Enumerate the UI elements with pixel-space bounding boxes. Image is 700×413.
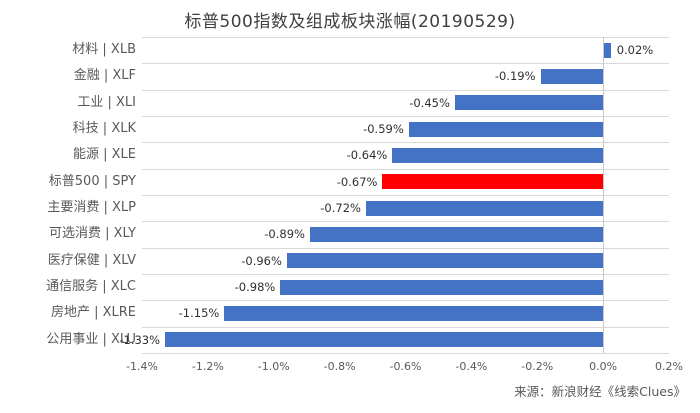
value-label: -0.59%	[363, 122, 404, 136]
x-tick-label: -0.4%	[455, 360, 488, 373]
value-label: -1.33%	[119, 332, 161, 347]
row-gridline	[142, 63, 669, 65]
row-gridline	[142, 247, 669, 249]
x-axis-line	[142, 353, 669, 354]
row-gridline	[142, 221, 669, 223]
bar	[165, 332, 604, 348]
source-credit: 来源：新浪财经《线索Clues》	[514, 384, 686, 399]
row-gridline	[142, 168, 669, 170]
row-gridline	[142, 89, 669, 91]
category-label: 金融 | XLF	[73, 68, 136, 84]
category-label: 材料 | XLB	[72, 42, 136, 57]
value-label: -0.19%	[494, 69, 536, 84]
value-label: -0.64%	[346, 148, 388, 163]
category-label: 公用事业 | XLU	[46, 331, 136, 347]
row-gridline	[142, 195, 669, 196]
row-gridline	[142, 116, 669, 117]
value-label: 0.02%	[616, 43, 654, 57]
bar	[454, 95, 604, 111]
value-label: -0.72%	[320, 201, 361, 215]
row-gridline	[142, 37, 669, 38]
row-gridline	[142, 326, 669, 328]
chart-title: 标普500指数及组成板块涨幅(20190529)	[184, 12, 516, 32]
x-tick-label: 0.0%	[589, 360, 618, 373]
value-label: -1.15%	[178, 306, 220, 321]
row-gridline	[142, 300, 669, 302]
value-label: -0.89%	[264, 227, 305, 242]
category-label: 主要消费 | XLP	[47, 200, 136, 215]
bar	[604, 42, 611, 58]
bar	[365, 200, 604, 216]
category-label: 工业 | XLI	[77, 94, 136, 110]
x-tick-label: -0.6%	[389, 360, 422, 373]
value-label: -0.67%	[336, 174, 378, 189]
category-label: 科技 | XLK	[72, 121, 136, 136]
x-tick-label: -0.8%	[323, 360, 356, 373]
value-label: -0.98%	[234, 280, 276, 294]
bar	[286, 253, 604, 269]
zero-axis-line	[603, 37, 605, 353]
bar	[540, 69, 604, 84]
bar	[392, 148, 604, 163]
x-tick-label: -1.0%	[257, 360, 290, 373]
bar	[224, 306, 604, 321]
bar-highlight	[382, 174, 604, 190]
row-gridline	[142, 274, 669, 275]
x-tick-label: 0.2%	[655, 360, 683, 373]
category-label: 标普500 | SPY	[48, 173, 136, 189]
category-label: 能源 | XLE	[72, 147, 136, 163]
value-label: -0.45%	[409, 95, 450, 110]
bar	[309, 227, 604, 242]
bar	[280, 279, 604, 295]
category-label: 医疗保健 | XLV	[47, 252, 136, 268]
category-label: 通信服务 | XLC	[46, 279, 136, 294]
x-tick-label: -0.2%	[521, 360, 554, 373]
category-label: 房地产 | XLRE	[50, 305, 136, 321]
category-label: 可选消费 | XLY	[48, 226, 136, 242]
row-gridline	[142, 142, 669, 144]
value-label: -0.96%	[241, 253, 282, 268]
x-tick-label: -1.2%	[191, 360, 224, 373]
bar	[408, 121, 604, 137]
x-tick-label: -1.4%	[126, 360, 158, 373]
